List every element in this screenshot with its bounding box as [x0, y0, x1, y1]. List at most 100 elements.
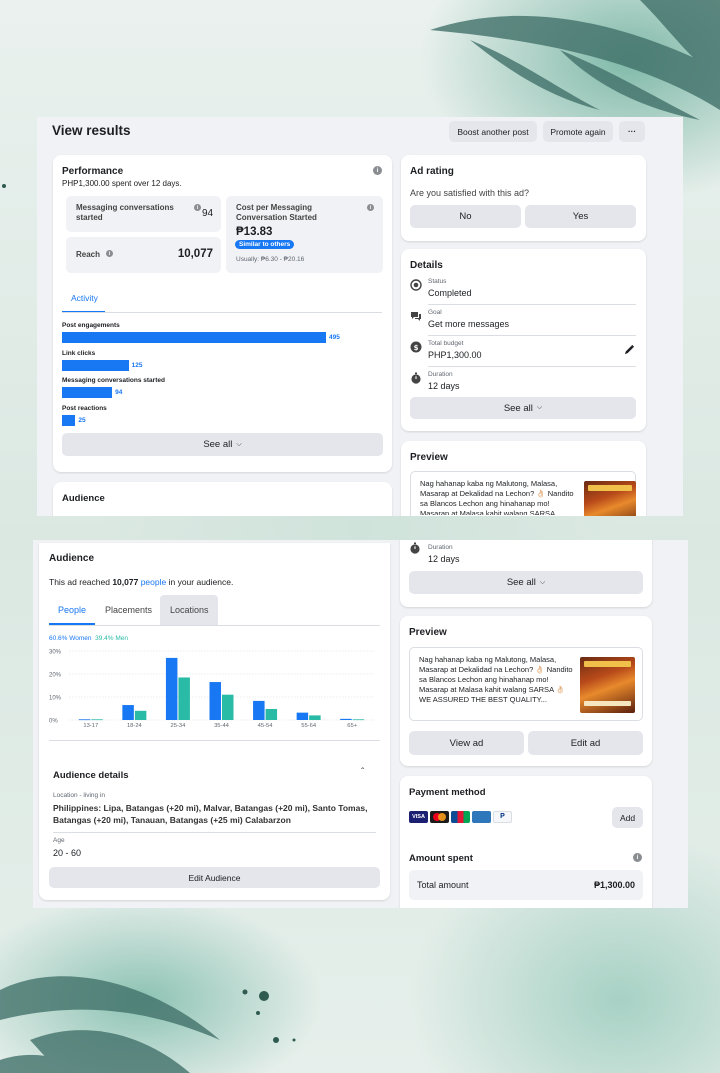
messaging-metric: Messaging conversations started i 94 [66, 196, 221, 232]
ad-preview-box[interactable]: Nag hahanap kaba ng Malutong, Malasa, Ma… [410, 471, 636, 516]
duration-value: 12 days [428, 554, 460, 564]
women-bar [122, 705, 134, 720]
info-icon[interactable]: i [373, 166, 382, 175]
divider [49, 740, 380, 741]
stopwatch-icon [411, 372, 421, 384]
preview-title: Preview [410, 452, 448, 463]
x-tick-label: 13-17 [83, 723, 98, 729]
stopwatch-icon [410, 542, 420, 554]
boost-another-post-button[interactable]: Boost another post [449, 121, 537, 142]
thumbnail-banner [584, 661, 631, 667]
duration-label: Duration [428, 544, 453, 551]
add-payment-button[interactable]: Add [612, 807, 643, 828]
goal-row: Goal Get more messages [410, 308, 636, 335]
payment-card: Payment method VISA P Add Amount spent i… [400, 776, 652, 908]
women-bar [253, 700, 265, 720]
divider [428, 335, 636, 336]
reach-suffix: in your audience. [166, 577, 234, 587]
details-card: Details Status Completed Goal Get more m… [401, 249, 646, 431]
women-bar [165, 657, 178, 720]
women-bar [78, 719, 91, 721]
details-see-all-button[interactable]: See all ⌵ [409, 571, 643, 594]
activity-label: Link clicks [62, 349, 96, 357]
tab-placements[interactable]: Placements [105, 605, 153, 615]
ad-rating-card: Ad rating Are you satisfied with this ad… [401, 155, 646, 241]
location-value: Philippines: Lipa, Batangas (+20 mi), Ma… [53, 803, 368, 826]
women-bar [209, 682, 221, 720]
info-icon[interactable]: i [194, 204, 201, 211]
ad-preview-text: Nag hahanap kaba ng Malutong, Malasa, Ma… [420, 479, 574, 515]
see-all-label: See all [503, 402, 533, 414]
location-label: Location - living in [53, 792, 106, 799]
more-options-button[interactable]: ··· [619, 121, 645, 142]
men-bar [352, 719, 365, 721]
see-all-label: See all [203, 439, 233, 450]
details-card-stub: Duration 12 days See all ⌵ [400, 540, 652, 607]
ad-preview-box[interactable]: Nag hahanap kaba ng Malutong, Malasa, Ma… [409, 647, 643, 721]
results-panel-bottom: Audience This ad reached 10,077 people i… [33, 540, 688, 908]
details-see-all-button[interactable]: See all ⌵ [410, 397, 636, 419]
y-tick-label: 20% [49, 673, 62, 679]
x-tick-label: 18-24 [127, 723, 143, 729]
total-amount-value: ₱1,300.00 [593, 880, 635, 890]
activity-bar [62, 332, 326, 343]
paypal-icon: P [493, 811, 512, 823]
chevron-up-icon[interactable]: ˆ [361, 767, 365, 778]
budget-label: Total budget [428, 340, 464, 347]
edit-ad-button[interactable]: Edit ad [528, 731, 643, 755]
men-bar [265, 708, 278, 720]
info-icon[interactable]: i [367, 204, 374, 211]
activity-label: Messaging conversations started [62, 377, 165, 384]
messaging-metric-value: 94 [202, 208, 214, 219]
page-title: View results [52, 123, 131, 138]
tab-locations-label: Locations [170, 605, 209, 615]
age-gender-chart: 0% 10% 20% 30% 13-17 18-24 25-34 35-44 45-54 55-6… [49, 650, 374, 729]
results-panel-top: View results Boost another post Promote … [37, 117, 683, 516]
cost-metric-label: Cost per Messaging Conversation Started [236, 203, 317, 223]
performance-see-all-button[interactable]: See all ⌵ [62, 433, 383, 456]
info-icon[interactable]: i [106, 250, 113, 257]
payment-title: Payment method [409, 787, 486, 798]
activity-bar [62, 387, 113, 398]
ad-thumbnail [584, 481, 636, 516]
no-button[interactable]: No [410, 205, 521, 228]
tab-locations[interactable]: Locations [160, 595, 218, 625]
activity-label: Post engagements [62, 322, 120, 329]
ad-preview-text: Nag hahanap kaba ng Malutong, Malasa, Ma… [419, 655, 573, 704]
people-tab-underline [49, 623, 95, 625]
men-bar [178, 677, 190, 720]
reach-metric-label: Reach [76, 250, 101, 259]
view-ad-button[interactable]: View ad [409, 731, 524, 755]
thumbnail-banner [588, 485, 632, 491]
reach-metric: Reach i 10,077 [66, 237, 221, 273]
amex-icon [472, 811, 491, 823]
promote-again-button[interactable]: Promote again [543, 121, 613, 142]
duration-value: 12 days [428, 381, 460, 391]
messaging-metric-label: Messaging conversations started [76, 203, 174, 223]
x-tick-label: 65+ [347, 723, 357, 729]
tab-people[interactable]: People [58, 605, 87, 615]
audience-title: Audience [62, 493, 105, 504]
reach-metric-value: 10,077 [177, 248, 213, 260]
cost-metric-value: ₱13.83 [236, 226, 273, 238]
tab-activity[interactable]: Activity [71, 293, 98, 303]
total-amount-row: Total amount ₱1,300.00 [409, 870, 643, 900]
men-bar [309, 715, 321, 720]
activity-value: 25 [78, 416, 86, 424]
total-amount-label: Total amount [417, 880, 469, 890]
pencil-icon[interactable] [624, 344, 635, 355]
preview-card-top: Preview Nag hahanap kaba ng Malutong, Ma… [401, 441, 646, 516]
activity-value: 125 [131, 361, 143, 369]
y-tick-label: 30% [49, 650, 62, 656]
edit-audience-button[interactable]: Edit Audience [49, 867, 380, 888]
y-tick-label: 10% [49, 696, 62, 702]
activity-bar [62, 414, 76, 426]
audience-title: Audience [49, 553, 95, 564]
ad-rating-title: Ad rating [410, 166, 454, 177]
info-icon[interactable]: i [633, 853, 642, 862]
yes-button[interactable]: Yes [525, 205, 636, 228]
reach-count: 10,077 [112, 577, 139, 587]
visa-icon: VISA [409, 811, 428, 823]
budget-row: $ Total budget PHP1,300.00 [410, 339, 636, 366]
people-link[interactable]: people [140, 577, 167, 587]
